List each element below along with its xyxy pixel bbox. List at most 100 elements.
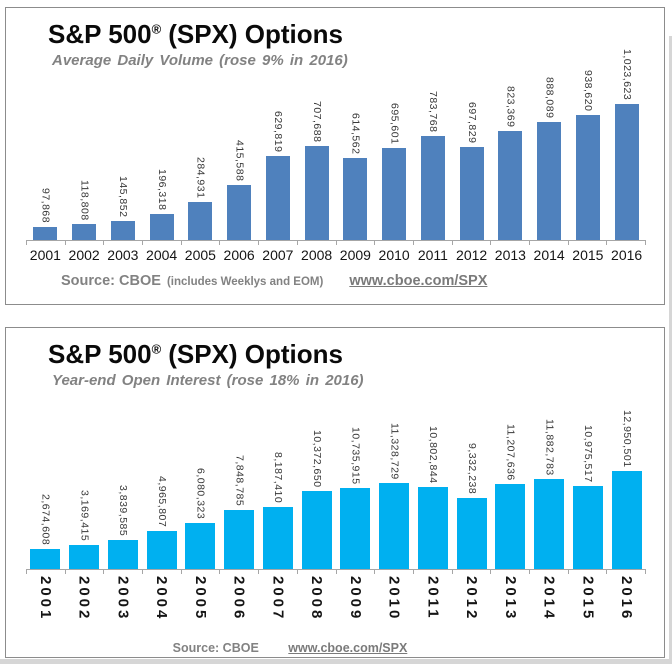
axis-tick — [567, 569, 607, 574]
year-label: 2006 — [223, 246, 255, 263]
bar-chart-average-daily-volume: 97,868 118,808 145,852 196,318 284,931 415,58… — [26, 49, 646, 263]
screenshot-edge-bottom — [0, 659, 672, 664]
chart-subtitle: Average Daily Volume (rose 9% in 2016) — [52, 51, 348, 69]
bar-column: 1,023,623 — [607, 49, 646, 240]
bar-column: 823,369 — [491, 86, 530, 240]
panel-year-end-open-interest: S&P 500® (SPX) Options Year-end Open Inte… — [5, 327, 665, 658]
bar — [262, 506, 293, 569]
bar — [224, 509, 255, 569]
year-label: 2001 — [29, 246, 61, 263]
axis-tick — [64, 240, 104, 245]
year-label: 2004 — [146, 246, 178, 263]
bar — [72, 223, 97, 240]
title-rest: (SPX) Options — [168, 339, 343, 369]
panel-average-daily-volume: S&P 500® (SPX) Options Average Daily Volu… — [5, 7, 665, 305]
bar-value-label: 12,950,501 — [620, 409, 633, 468]
x-axis — [26, 568, 646, 574]
axis-tick — [490, 569, 529, 574]
bar-column: 118,808 — [65, 104, 104, 240]
bar-column: 3,839,585 — [104, 471, 143, 569]
bar — [265, 155, 290, 240]
bar-column: 12,950,501 — [607, 410, 646, 569]
source-note: (includes Weeklys and EOM) — [166, 275, 324, 288]
year-label: 2013 — [501, 575, 519, 621]
bar-value-label: 97,868 — [39, 188, 52, 224]
bar-column: 938,620 — [569, 70, 608, 240]
year-label: 2010 — [385, 575, 403, 621]
year-label: 2013 — [494, 246, 526, 263]
axis-tick — [296, 240, 336, 245]
year-label: 2004 — [153, 575, 171, 621]
bar-value-label: 145,852 — [117, 176, 130, 218]
year-label: 2012 — [456, 246, 488, 263]
bar-value-label: 938,620 — [582, 70, 595, 112]
axis-tick — [528, 569, 568, 574]
axis-tick — [606, 569, 646, 574]
bar-column: 6,080,323 — [181, 468, 220, 569]
year-label: 2014 — [540, 575, 558, 621]
bar-value-label: 3,839,585 — [117, 485, 130, 537]
plot-area: 97,868 118,808 145,852 196,318 284,931 415,58… — [26, 49, 646, 240]
axis-tick — [180, 240, 220, 245]
bar-column: 145,852 — [104, 104, 143, 240]
year-label: 2007 — [262, 246, 294, 263]
bar — [498, 130, 523, 240]
bar-value-label: 118,808 — [78, 179, 91, 221]
source-label: Source: CBOE — [172, 640, 259, 655]
year-label: 2005 — [184, 246, 216, 263]
bar-column: 888,089 — [530, 77, 569, 240]
year-label: 2011 — [424, 575, 442, 621]
bar-column: 11,882,783 — [530, 419, 569, 569]
cboe-spx-link[interactable]: www.cboe.com/SPX — [288, 640, 408, 655]
bar — [227, 184, 252, 240]
axis-tick — [490, 240, 529, 245]
bar-value-label: 196,318 — [155, 169, 168, 211]
source-label: Source: CBOE — [61, 272, 161, 289]
bar-value-label: 4,965,807 — [155, 476, 168, 528]
bar — [611, 470, 642, 569]
bar-value-label: 10,975,517 — [582, 424, 595, 483]
axis-tick — [258, 569, 297, 574]
bar-value-label: 695,601 — [388, 103, 401, 145]
bar-value-label: 284,931 — [194, 157, 207, 199]
bar — [382, 147, 407, 240]
chart-subtitle: Year-end Open Interest (rose 18% in 2016… — [52, 371, 364, 389]
year-label: 2009 — [339, 246, 371, 263]
year-label: 2011 — [417, 246, 448, 263]
bar-value-label: 415,588 — [233, 140, 246, 182]
axis-tick — [528, 240, 568, 245]
year-label: 2001 — [36, 575, 54, 621]
year-label: 2002 — [68, 246, 100, 263]
year-label: 2008 — [308, 575, 326, 621]
bar — [185, 522, 216, 569]
bar-value-label: 11,328,729 — [388, 422, 401, 480]
axis-tick — [567, 240, 607, 245]
axis-tick — [103, 240, 142, 245]
axis-tick — [64, 569, 104, 574]
year-label: 2008 — [301, 246, 333, 263]
registered-trademark-symbol: ® — [151, 341, 162, 357]
year-label: 2015 — [579, 575, 597, 621]
x-axis-labels: 2001 2002 2003 2004 2005 2006 2007 2008 2009 2010… — [26, 247, 646, 263]
x-axis-labels: 2001 2002 2003 2004 2005 2006 2007 2008 2009 2010… — [26, 576, 646, 638]
source-line: Source: CBOE www.cboe.com/SPX — [0, 641, 619, 655]
bar-value-label: 1,023,623 — [620, 49, 633, 101]
bar-value-label: 823,369 — [504, 86, 517, 128]
bar — [420, 135, 445, 240]
bar — [304, 145, 329, 240]
plot-area: 2,674,608 3,169,415 3,839,585 4,965,807 6,08… — [26, 410, 646, 569]
cboe-spx-link[interactable]: www.cboe.com/SPX — [349, 272, 488, 289]
bar — [69, 544, 100, 569]
bar-column: 10,802,844 — [414, 426, 453, 569]
year-label: 2007 — [269, 575, 287, 621]
bar-column: 4,965,807 — [142, 471, 181, 569]
bar-value-label: 9,332,238 — [465, 443, 478, 495]
year-label: 2002 — [75, 575, 93, 621]
bar — [572, 485, 603, 569]
registered-trademark-symbol: ® — [151, 21, 162, 37]
bar-column: 707,688 — [297, 101, 336, 240]
bar-column: 629,819 — [259, 104, 298, 240]
bar — [146, 530, 177, 569]
axis-tick — [26, 240, 65, 245]
axis-tick — [374, 569, 413, 574]
